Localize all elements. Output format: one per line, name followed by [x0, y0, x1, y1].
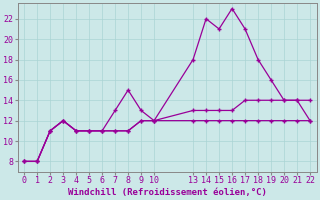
- X-axis label: Windchill (Refroidissement éolien,°C): Windchill (Refroidissement éolien,°C): [68, 188, 267, 197]
